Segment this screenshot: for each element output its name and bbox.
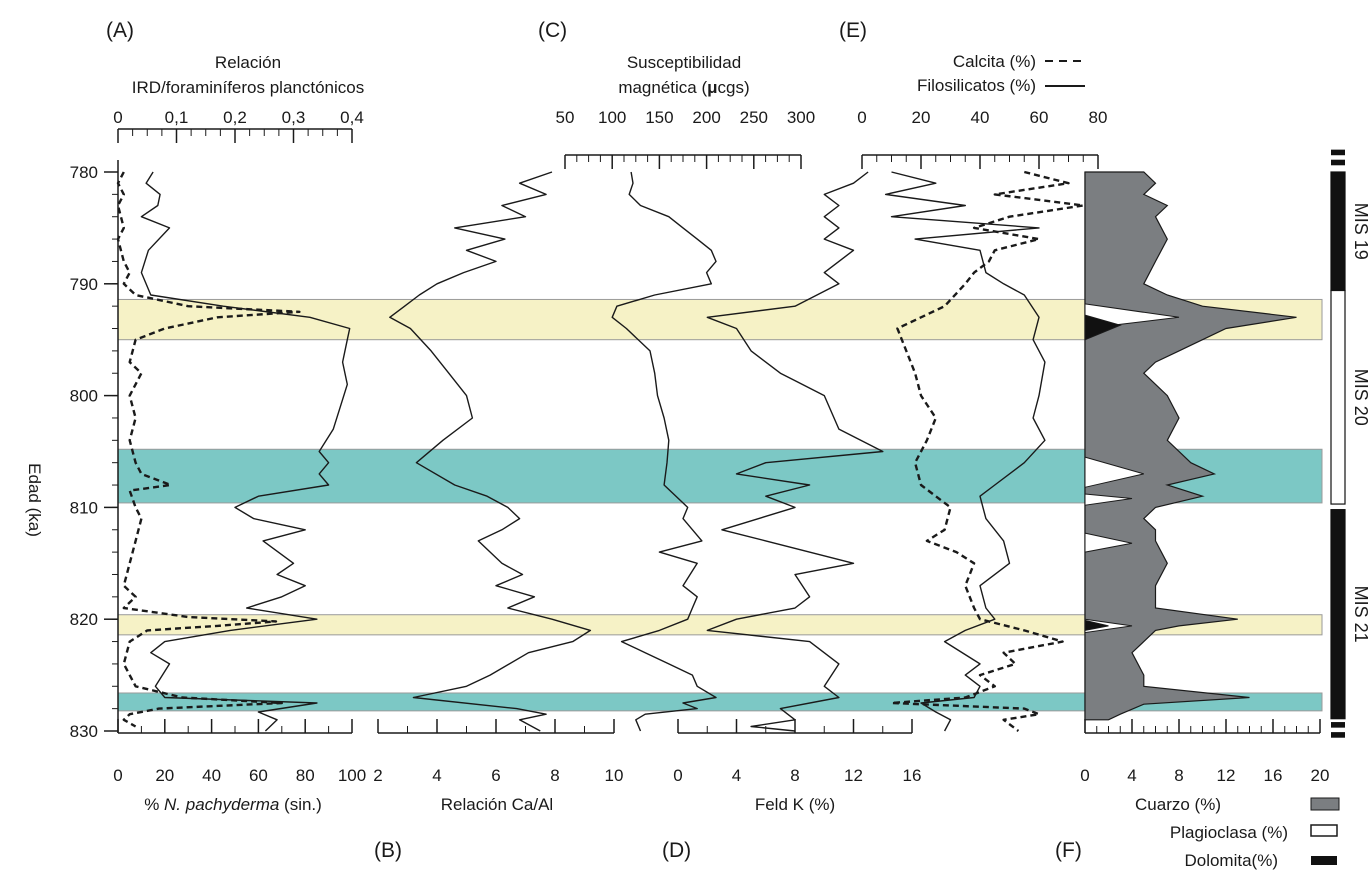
y-tick-label-0: 780 (70, 163, 98, 182)
axis-D-tick-label-2: 8 (790, 766, 799, 785)
axis-B2-tick-label-1: 4 (432, 766, 441, 785)
axis-A-tick-label-4: 0,4 (340, 108, 364, 127)
mis-small-block-2 (1331, 722, 1345, 728)
mis-small-block-1 (1331, 159, 1345, 166)
series-line-2 (389, 171, 592, 732)
axis-a-title-line2: IRD/foraminíferos planctónicos (132, 78, 364, 97)
axis-B-tick-label-4: 80 (296, 766, 315, 785)
axis-C-tick-label-4: 250 (740, 108, 768, 127)
axis-F-tick-label-5: 20 (1311, 766, 1330, 785)
panel-label-b: (B) (374, 839, 402, 862)
legend-dolo-label: Dolomita(%) (1184, 851, 1278, 870)
series-line-6 (884, 171, 1046, 732)
axis-C-tick-label-5: 300 (787, 108, 815, 127)
axis-C-tick-label-0: 50 (556, 108, 575, 127)
axis-A-tick-label-2: 0,2 (223, 108, 247, 127)
panel-label-d: (D) (662, 839, 691, 862)
axis-F-tick-label-1: 4 (1127, 766, 1136, 785)
panel-label-e: (E) (839, 19, 867, 42)
axis-b-label: % N. pachyderma (sin.) (144, 795, 322, 814)
axis-A-tick-label-0: 0 (113, 108, 122, 127)
axis-C-tick-label-3: 200 (692, 108, 720, 127)
axis-C-tick-label-1: 100 (598, 108, 626, 127)
axis-E-tick-label-2: 40 (971, 108, 990, 127)
axis-d-label: Feld K (%) (755, 795, 835, 814)
y-tick-label-1: 790 (70, 275, 98, 294)
axis-D-tick-label-3: 12 (844, 766, 863, 785)
axis-b-label-prefix: % (144, 795, 164, 814)
axis-D-tick-label-0: 0 (673, 766, 682, 785)
legend-cuarzo-swatch (1310, 797, 1340, 811)
series-line-5 (890, 170, 1085, 732)
axis-F-tick-label-4: 16 (1264, 766, 1283, 785)
area-dolomita-1 (1084, 619, 1109, 632)
axis-F-tick-label-2: 8 (1174, 766, 1183, 785)
axis-c-title-mu: μ (707, 78, 717, 97)
mis-small-block-0 (1331, 149, 1345, 156)
y-tick-label-4: 820 (70, 610, 98, 629)
axis-F-tick-label-3: 12 (1217, 766, 1236, 785)
axis-b-label-italic: N. pachyderma (164, 795, 279, 814)
y-axis-title: Edad (ka) (25, 463, 44, 537)
legend-dolo-swatch (1311, 856, 1337, 865)
mis-label-2: MIS 21 (1351, 586, 1371, 643)
legend-plagio-label: Plagioclasa (%) (1170, 823, 1288, 842)
legend-cuarzo-label: Cuarzo (%) (1135, 795, 1221, 814)
axis-B2-tick-label-4: 10 (605, 766, 624, 785)
axis-F-tick-label-0: 0 (1080, 766, 1089, 785)
series (116, 170, 1297, 732)
axis-B-tick-label-2: 40 (202, 766, 221, 785)
axis-c-title-post: cgs) (718, 78, 750, 97)
mis-label-1: MIS 20 (1351, 369, 1371, 426)
axis-B2-tick-label-3: 8 (550, 766, 559, 785)
mis-block-2 (1330, 509, 1346, 720)
axis-b2-label: Relación Ca/Al (441, 795, 553, 814)
axis-A-tick-label-1: 0,1 (165, 108, 189, 127)
axis-B-tick-label-5: 100 (338, 766, 366, 785)
series-line-4 (706, 171, 884, 732)
axis-E-tick-label-3: 60 (1030, 108, 1049, 127)
series-line-3 (611, 171, 717, 732)
series-line-0 (116, 171, 301, 728)
panel-label-f: (F) (1055, 839, 1082, 862)
mis-block-1 (1330, 289, 1346, 505)
axis-B2-tick-label-2: 6 (491, 766, 500, 785)
y-tick-label-3: 810 (70, 498, 98, 517)
area-plagioclasa-3 (1084, 532, 1133, 553)
axis-D-tick-label-4: 16 (903, 766, 922, 785)
series-line-1 (140, 171, 351, 732)
axis-a-title-line1: Relación (215, 53, 281, 72)
area-dolomita-0 (1084, 314, 1122, 341)
axis-c-title-line1: Susceptibilidad (627, 53, 741, 72)
legend-filo-label: Filosilicatos (%) (917, 76, 1036, 95)
area-cuarzo (1084, 171, 1297, 721)
area-plagioclasa-1 (1084, 456, 1144, 488)
axis-C-tick-label-2: 150 (645, 108, 673, 127)
axis-E-tick-label-4: 80 (1089, 108, 1108, 127)
axis-c-title-line2: magnética (μcgs) (618, 78, 749, 97)
axis-A-tick-label-3: 0,3 (282, 108, 306, 127)
legend-plagio-swatch (1310, 824, 1338, 837)
axis-D-tick-label-1: 4 (732, 766, 741, 785)
axis-B-tick-label-0: 0 (113, 766, 122, 785)
axis-b-label-suffix: (sin.) (279, 795, 322, 814)
legend-calcita-label: Calcita (%) (953, 52, 1036, 71)
mis-stages: MIS 19 MIS 20 MIS 21 (1330, 149, 1371, 738)
axis-B-tick-label-3: 60 (249, 766, 268, 785)
y-tick-label-5: 830 (70, 722, 98, 741)
axis-B-tick-label-1: 20 (155, 766, 174, 785)
area-plagioclasa-2 (1084, 493, 1133, 506)
axis-B2-tick-label-0: 2 (373, 766, 382, 785)
axis-c-title-pre: magnética ( (618, 78, 707, 97)
y-tick-label-2: 800 (70, 387, 98, 406)
axis-E-tick-label-1: 20 (912, 108, 931, 127)
panel-label-c: (C) (538, 19, 567, 42)
mis-block-0 (1330, 171, 1346, 292)
mis-label-0: MIS 19 (1351, 203, 1371, 260)
axis-E-tick-label-0: 0 (857, 108, 866, 127)
panel-label-a: (A) (106, 19, 134, 42)
mis-small-block-3 (1331, 732, 1345, 738)
